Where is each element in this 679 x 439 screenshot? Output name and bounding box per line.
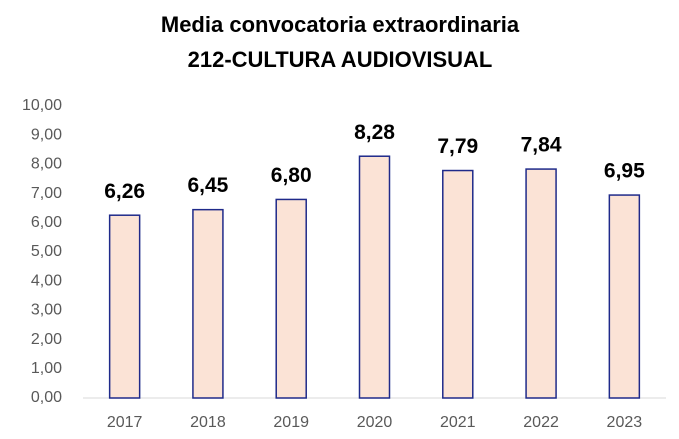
y-tick-label: 2,00 xyxy=(31,331,62,348)
x-tick-label: 2018 xyxy=(190,414,226,431)
y-tick-label: 7,00 xyxy=(31,185,62,202)
x-tick-label: 2021 xyxy=(440,414,476,431)
chart-title: Media convocatoria extraordinaria xyxy=(161,12,520,37)
bar xyxy=(525,168,557,399)
value-label: 6,45 xyxy=(187,174,228,197)
bar xyxy=(442,169,474,399)
chart-subtitle: 212-CULTURA AUDIOVISUAL xyxy=(188,47,493,72)
value-label: 6,26 xyxy=(104,180,145,203)
x-tick-label: 2023 xyxy=(607,414,643,431)
bar xyxy=(192,208,224,399)
value-label: 7,84 xyxy=(521,134,562,157)
y-tick-label: 4,00 xyxy=(31,272,62,289)
y-tick-label: 6,00 xyxy=(31,214,62,231)
x-tick-label: 2022 xyxy=(523,414,559,431)
y-tick-label: 10,00 xyxy=(22,97,62,114)
y-tick-label: 0,00 xyxy=(31,389,62,406)
bar xyxy=(608,194,641,399)
bar xyxy=(275,198,307,399)
y-tick-label: 1,00 xyxy=(31,360,62,377)
x-tick-label: 2019 xyxy=(273,414,309,431)
value-label: 7,79 xyxy=(437,135,478,158)
y-tick-label: 5,00 xyxy=(31,243,62,260)
x-tick-label: 2017 xyxy=(107,414,143,431)
y-tick-label: 9,00 xyxy=(31,126,62,143)
bar xyxy=(358,155,391,399)
bar xyxy=(108,214,141,399)
value-label: 8,28 xyxy=(354,121,395,144)
value-label: 6,80 xyxy=(271,164,312,187)
y-tick-label: 8,00 xyxy=(31,156,62,173)
x-tick-label: 2020 xyxy=(357,414,393,431)
y-tick-label: 3,00 xyxy=(31,302,62,319)
value-label: 6,95 xyxy=(604,160,645,183)
